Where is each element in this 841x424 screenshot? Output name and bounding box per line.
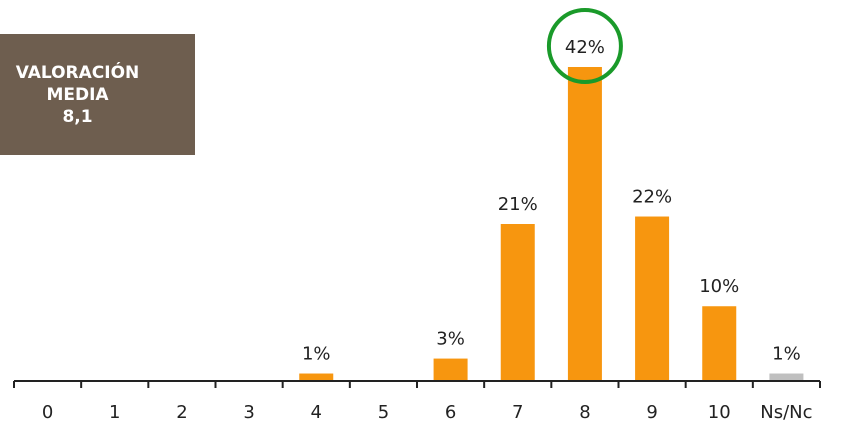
highlight-group (546, 8, 623, 84)
highlight-circle (546, 8, 623, 84)
x-tick-label-9: 9 (646, 402, 657, 423)
x-tick-label-10: 10 (708, 402, 731, 423)
bar-7 (500, 224, 535, 381)
data-label-Ns/Nc: 1% (772, 344, 801, 365)
x-tick-label-4: 4 (311, 402, 322, 423)
data-label-7: 21% (498, 194, 538, 215)
x-tick-label-Ns/Nc: Ns/Nc (760, 402, 812, 423)
x-tick-label-7: 7 (512, 402, 523, 423)
x-tick-label-2: 2 (176, 402, 187, 423)
data-label-8: 42% (565, 37, 605, 58)
x-tick-label-3: 3 (243, 402, 254, 423)
data-labels-group: 1% 3% 21% 42% 22% 10% 1% (302, 37, 801, 365)
x-axis: 0 1 2 3 4 5 6 7 8 9 10 Ns/Nc (13, 380, 821, 423)
bar-6 (433, 358, 468, 381)
bars-group (299, 67, 804, 381)
average-rating-title: VALORACIÓN (15, 62, 140, 83)
bar-10 (702, 306, 737, 381)
data-label-6: 3% (436, 329, 465, 350)
average-rating-box: VALORACIÓN MEDIA 8,1 (0, 34, 195, 155)
x-tick-label-8: 8 (579, 402, 590, 423)
data-label-9: 22% (632, 187, 672, 208)
bar-9 (635, 216, 670, 381)
bar-4 (299, 373, 334, 381)
bar-8 (567, 67, 602, 381)
data-label-10: 10% (699, 276, 739, 297)
x-tick-label-0: 0 (42, 402, 53, 423)
x-tick-label-1: 1 (109, 402, 120, 423)
x-tick-label-5: 5 (378, 402, 389, 423)
average-rating-subtitle: MEDIA (46, 84, 109, 105)
data-label-4: 1% (302, 344, 331, 365)
bar-Ns/Nc (769, 373, 804, 381)
x-tick-label-6: 6 (445, 402, 456, 423)
average-rating-value: 8,1 (62, 106, 93, 127)
